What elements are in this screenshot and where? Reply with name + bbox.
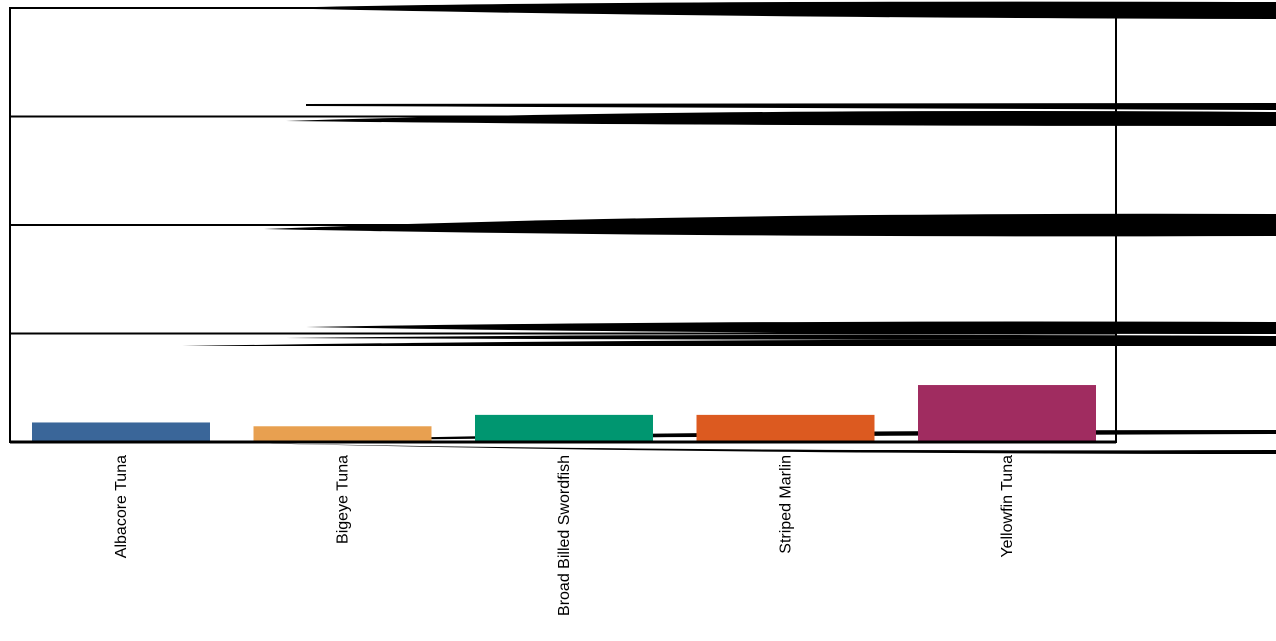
x-tick-label: Yellowfin Tuna	[999, 455, 1016, 558]
x-tick-label: Bigeye Tuna	[335, 455, 352, 544]
bar	[253, 426, 432, 442]
x-tick-label: Albacore Tuna	[113, 455, 130, 558]
bar	[475, 414, 653, 442]
bars	[32, 385, 1096, 442]
x-tick-label: Striped Marlin	[778, 455, 795, 554]
category-labels: Albacore Tuna Bigeye Tuna Broad Billed Swo…	[113, 455, 1016, 616]
bar	[32, 422, 210, 442]
bar	[918, 385, 1096, 442]
gridlines	[10, 7, 1116, 335]
bar	[696, 414, 875, 442]
stroke-artifacts	[182, 1, 1276, 454]
x-tick-label: Broad Billed Swordfish	[556, 455, 573, 616]
